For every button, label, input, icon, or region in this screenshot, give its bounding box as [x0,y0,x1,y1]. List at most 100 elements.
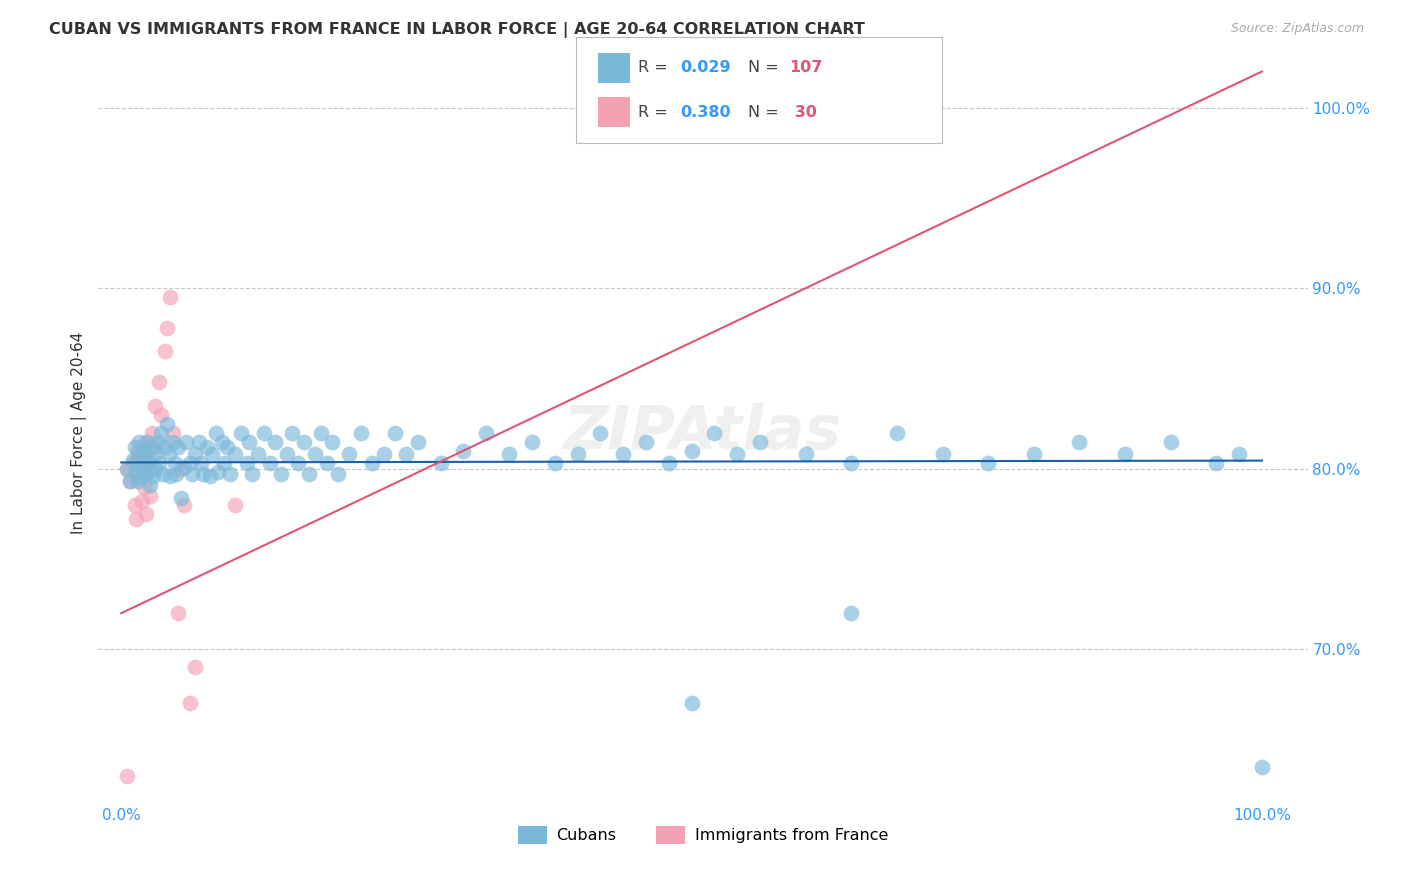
Point [167,440,190,454]
Point [131,494,153,508]
Point [159,290,181,304]
Point [163,456,186,470]
Point [681,443,703,458]
Text: R =: R = [638,61,673,76]
Point [1160,434,1182,449]
Point [127,449,149,463]
Point [132,452,155,467]
Point [309,425,332,440]
Point [162,434,184,449]
Text: 107: 107 [789,61,823,76]
Point [253,425,276,440]
Point [132,443,155,458]
Point [190,456,212,470]
Point [658,456,681,470]
Point [128,471,150,485]
Point [136,434,159,449]
Point [304,447,326,461]
Point [121,456,143,470]
Point [520,434,543,449]
Point [115,461,138,475]
Point [169,461,191,475]
Point [1205,456,1227,470]
Point [212,456,235,470]
Point [136,434,159,449]
Point [270,467,292,482]
Point [174,434,197,449]
Point [544,456,567,470]
Point [229,425,252,440]
Point [201,447,224,461]
Point [242,467,264,482]
Point [135,507,157,521]
Point [238,434,260,449]
Point [193,467,215,482]
Point [132,480,155,494]
Point [184,447,207,461]
Point [839,456,862,470]
Point [148,456,170,470]
Point [406,434,429,449]
Point [146,434,169,449]
Point [264,434,287,449]
Point [287,456,309,470]
Point [361,456,384,470]
Point [224,447,246,461]
Point [127,475,149,489]
Point [156,321,179,335]
Point [475,425,498,440]
Text: 0.380: 0.380 [681,104,731,120]
Point [159,469,181,483]
Point [120,475,142,489]
Text: 30: 30 [789,104,817,120]
Point [350,425,373,440]
Point [135,467,157,482]
Point [124,440,146,454]
Point [977,456,1000,470]
Point [429,456,451,470]
Point [195,440,218,454]
Point [124,498,146,512]
Point [839,606,862,620]
Point [211,434,233,449]
Point [281,425,304,440]
Point [337,447,360,461]
Text: ZIPAtlas: ZIPAtlas [564,403,842,462]
Point [373,447,395,461]
Point [184,660,207,674]
Point [634,434,657,449]
Point [145,447,167,461]
Point [135,447,157,461]
Point [173,498,195,512]
Text: N =: N = [748,104,785,120]
Text: 0.029: 0.029 [681,61,731,76]
Point [298,467,321,482]
Point [150,425,173,440]
Point [120,475,142,489]
Point [725,447,748,461]
Point [200,469,222,483]
Point [162,425,184,440]
Point [612,447,634,461]
Point [589,425,612,440]
Point [395,447,418,461]
Point [129,459,152,474]
Point [181,467,204,482]
Point [187,434,209,449]
Point [224,498,246,512]
Text: CUBAN VS IMMIGRANTS FROM FRANCE IN LABOR FORCE | AGE 20-64 CORRELATION CHART: CUBAN VS IMMIGRANTS FROM FRANCE IN LABOR… [49,22,865,38]
Point [453,443,475,458]
Point [115,769,138,783]
Point [315,456,337,470]
Point [131,469,153,483]
Point [179,456,201,470]
Point [141,440,163,454]
Text: N =: N = [748,61,785,76]
Point [218,467,240,482]
Point [384,425,406,440]
Legend: Cubans, Immigrants from France: Cubans, Immigrants from France [512,819,894,850]
Y-axis label: In Labor Force | Age 20-64: In Labor Force | Age 20-64 [72,332,87,533]
Point [152,467,174,482]
Point [681,697,703,711]
Point [205,425,228,440]
